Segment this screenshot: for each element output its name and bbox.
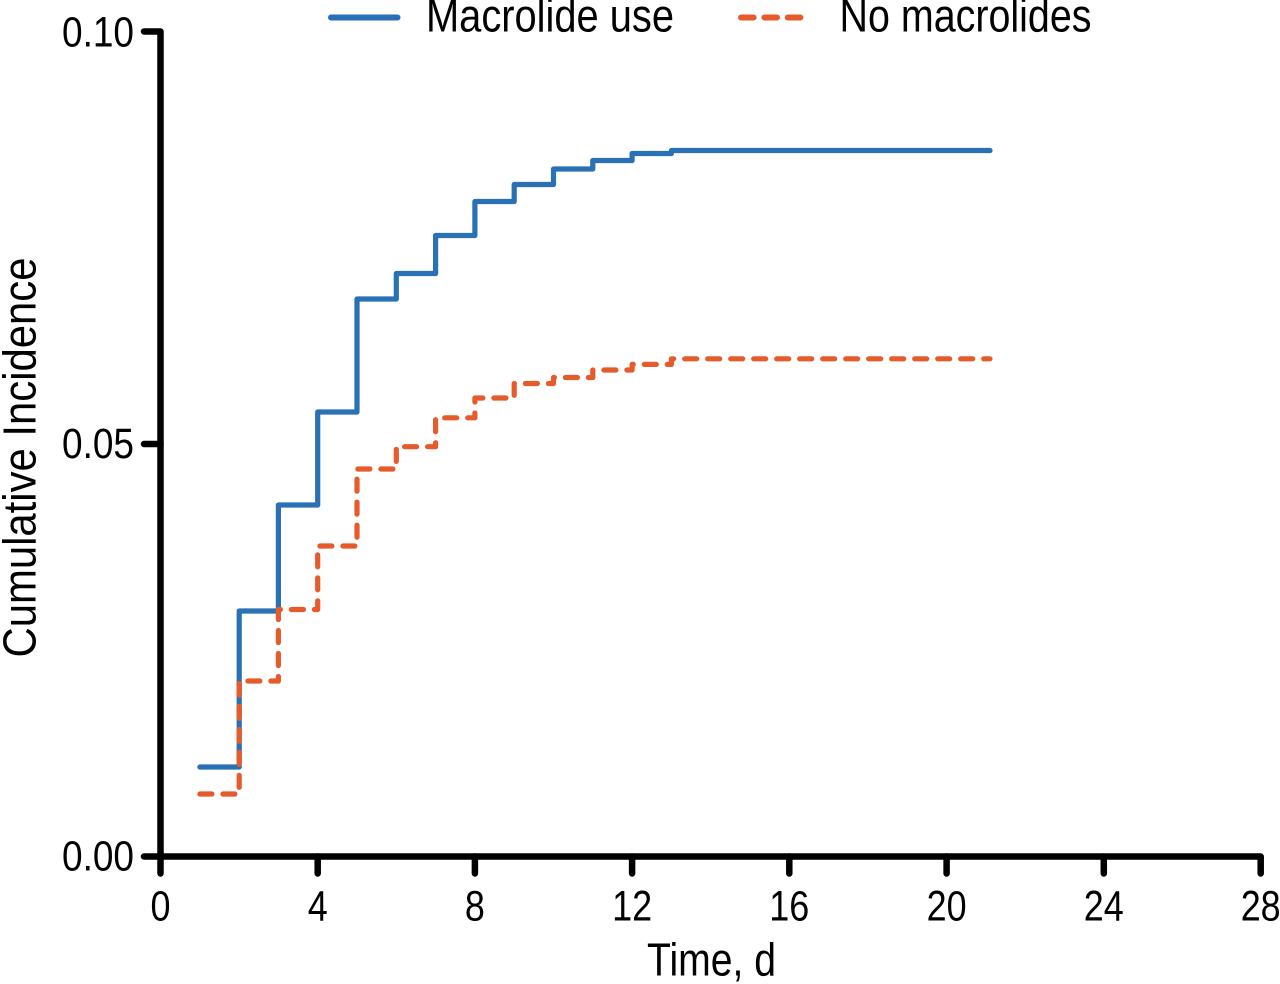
svg-text:24: 24 bbox=[1084, 883, 1124, 931]
svg-text:8: 8 bbox=[465, 883, 485, 931]
svg-text:16: 16 bbox=[769, 883, 809, 931]
svg-text:No macrolides: No macrolides bbox=[840, 0, 1092, 42]
svg-text:4: 4 bbox=[308, 883, 328, 931]
svg-text:Time, d: Time, d bbox=[647, 934, 776, 984]
svg-text:Macrolide use: Macrolide use bbox=[426, 0, 674, 42]
svg-text:0.05: 0.05 bbox=[62, 420, 134, 468]
svg-text:28: 28 bbox=[1241, 883, 1280, 931]
svg-text:Cumulative Incidence: Cumulative Incidence bbox=[0, 258, 46, 658]
svg-text:20: 20 bbox=[927, 883, 967, 931]
svg-text:0.00: 0.00 bbox=[62, 833, 134, 881]
svg-text:12: 12 bbox=[612, 883, 652, 931]
svg-text:0: 0 bbox=[151, 883, 171, 931]
svg-text:0.10: 0.10 bbox=[62, 9, 134, 57]
